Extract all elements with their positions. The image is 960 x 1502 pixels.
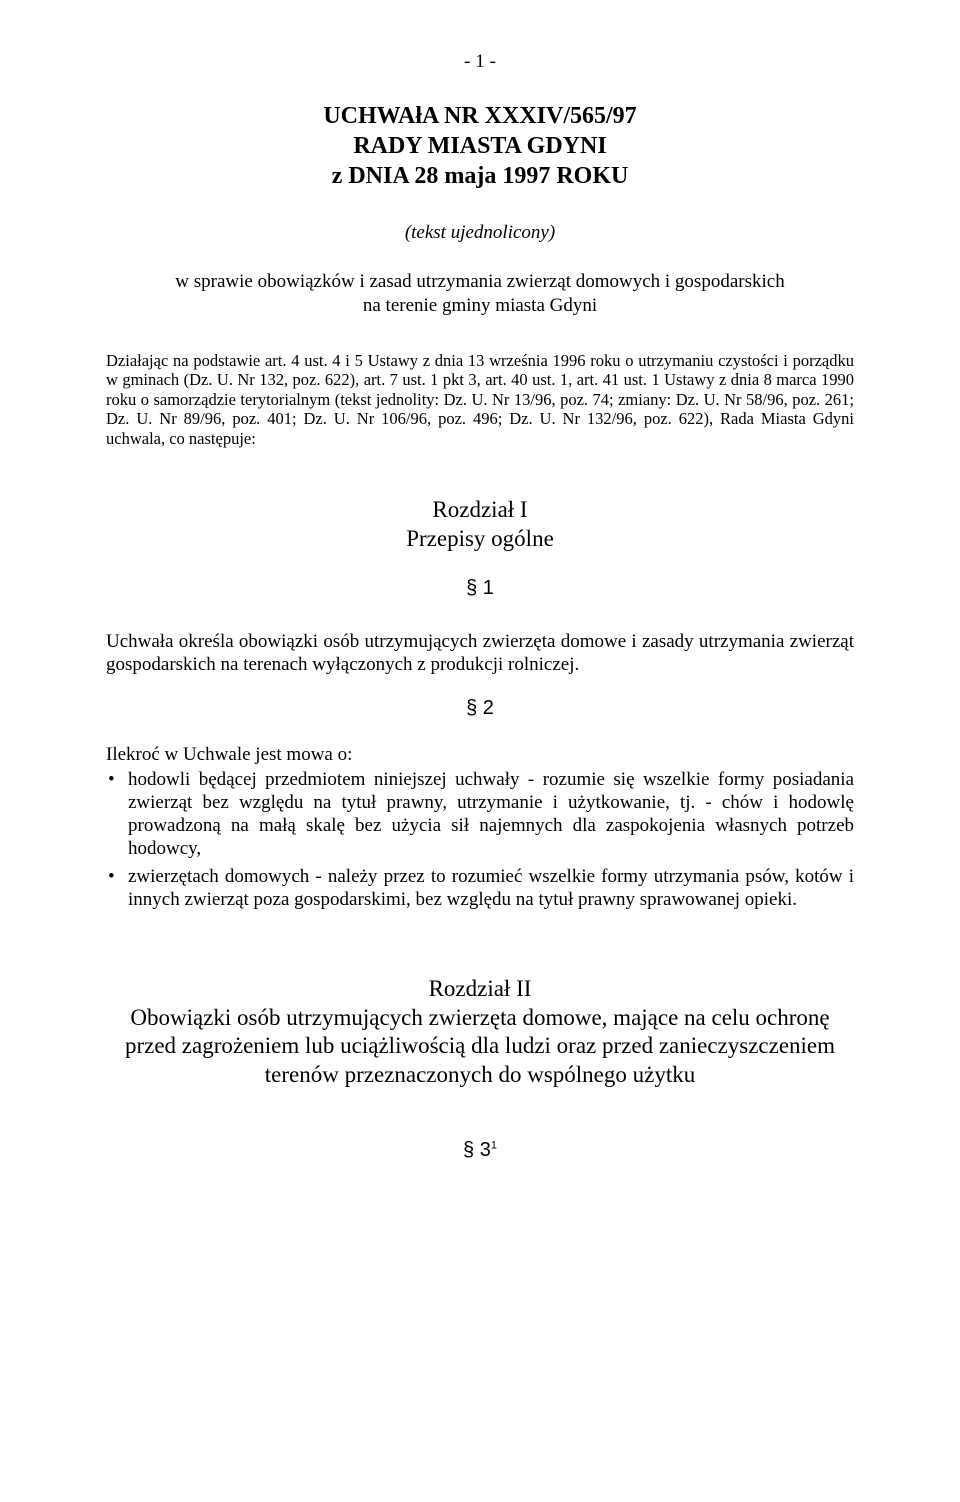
list-lead-in: Ilekroć w Uchwale jest mowa o: [106,743,854,766]
chapter-2-title-line-2: przed zagrożeniem lub uciążliwością dla … [125,1033,835,1058]
subject-line-2: na terenie gminy miasta Gdyni [363,295,597,316]
chapter-1-number: Rozdział I [432,497,527,522]
section-1-symbol: § 1 [106,576,854,600]
spacer [106,931,854,967]
chapter-2-title-line-1: Obowiązki osób utrzymujących zwierzęta d… [130,1005,829,1030]
chapter-2-title-line-3: terenów przeznaczonych do wspólnego użyt… [265,1062,695,1087]
spacer [106,1104,854,1126]
list-item: hodowli będącej przedmiotem niniejszej u… [106,768,854,861]
preamble-text: Działając na podstawie art. 4 ust. 4 i 5… [106,351,854,448]
subtitle: (tekst ujednolicony) [106,221,854,244]
subject-block: w sprawie obowiązków i zasad utrzymania … [106,270,854,316]
list-item: zwierzętach domowych - należy przez to r… [106,865,854,911]
definition-list: hodowli będącej przedmiotem niniejszej u… [106,768,854,911]
document-page: - 1 - UCHWAłA NR XXXIV/565/97 RADY MIAST… [0,0,960,1502]
section-3-superscript: 1 [491,1139,497,1151]
section-3-symbol: § 31 [106,1138,854,1162]
section-2-symbol: § 2 [106,696,854,720]
paragraph-1: Uchwała określa obowiązki osób utrzymują… [106,630,854,676]
title-line-2: RADY MIASTA GDYNI [353,133,606,159]
title-line-1: UCHWAłA NR XXXIV/565/97 [323,103,636,129]
chapter-1-title: Przepisy ogólne [406,526,554,551]
title-line-3: z DNIA 28 maja 1997 ROKU [332,163,629,189]
document-title: UCHWAłA NR XXXIV/565/97 RADY MIASTA GDYN… [106,101,854,191]
page-number: - 1 - [106,50,854,73]
subject-line-1: w sprawie obowiązków i zasad utrzymania … [175,271,784,292]
chapter-2-heading: Rozdział II Obowiązki osób utrzymujących… [106,975,854,1090]
chapter-1-heading: Rozdział I Przepisy ogólne [106,496,854,554]
section-3-main: § 3 [463,1139,491,1161]
chapter-2-number: Rozdział II [429,976,532,1001]
